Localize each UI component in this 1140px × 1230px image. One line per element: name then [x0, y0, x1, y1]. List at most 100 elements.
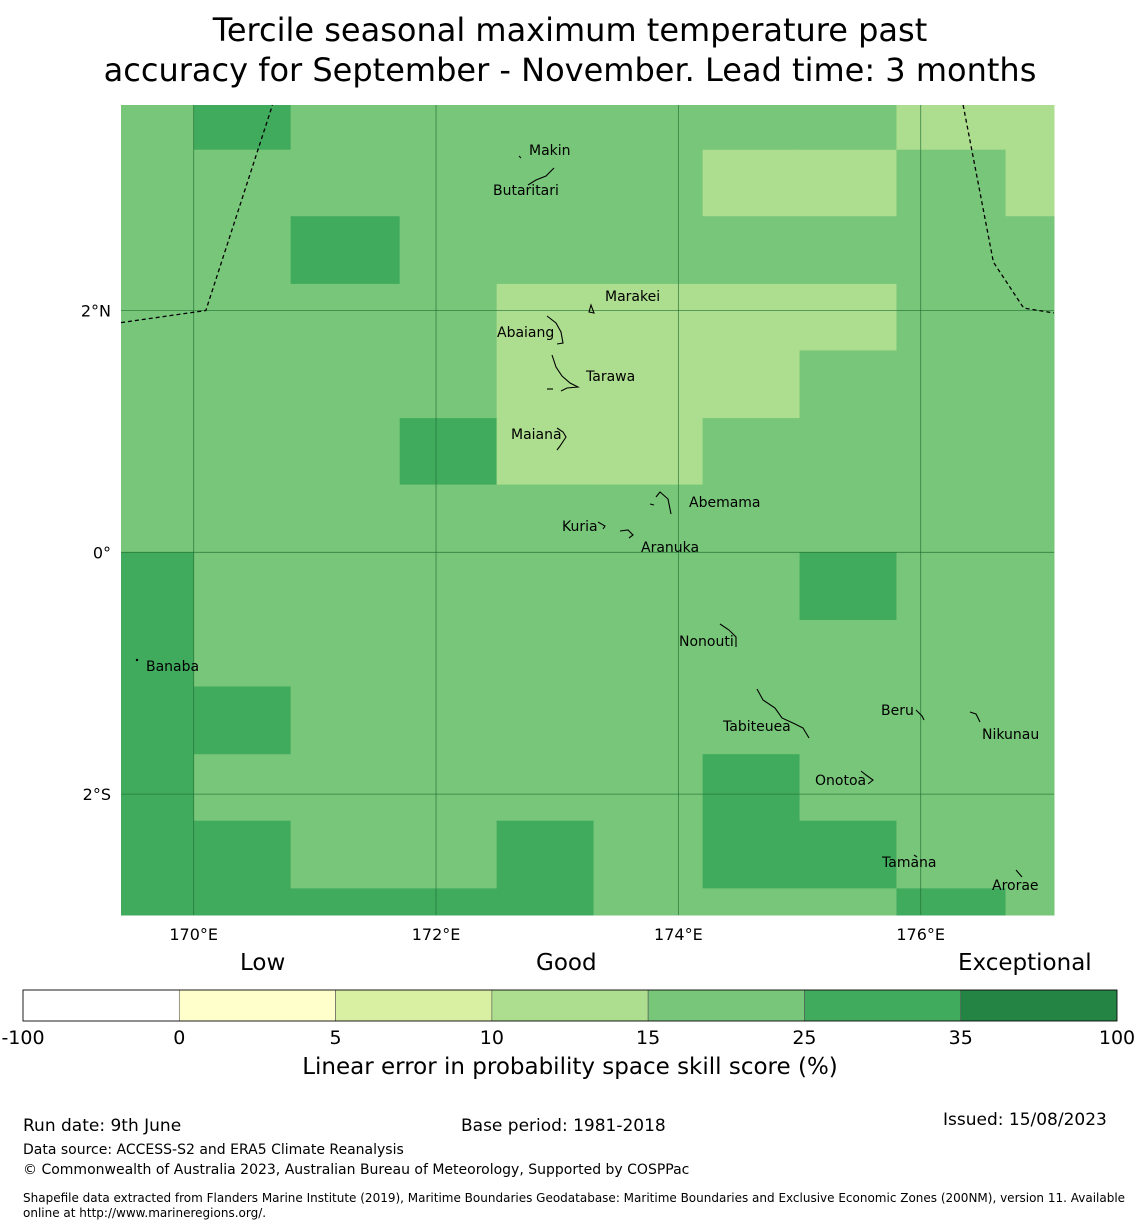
- skill-cell: [496, 418, 595, 486]
- skill-cell: [399, 820, 498, 889]
- island-outline: [551, 354, 580, 392]
- island-outline: [1015, 869, 1023, 878]
- island-label: Arorae: [992, 878, 1039, 894]
- skill-cell: [1005, 216, 1055, 285]
- skill-map: Makin Butaritari Marakei Abaiang Tarawa Maian…: [1, 104, 1135, 1049]
- skill-cell: [896, 216, 1007, 285]
- island-outline: [719, 623, 737, 647]
- skill-cell: [799, 552, 897, 621]
- data-source: Data source: ACCESS-S2 and ERA5 Climate …: [23, 1142, 404, 1158]
- skill-cell: [702, 484, 801, 553]
- x-tick-label: 170°E: [169, 925, 218, 944]
- colorbar-tick-label: 15: [636, 1027, 660, 1049]
- skill-cell: [1005, 754, 1055, 822]
- skill-cell: [290, 620, 401, 688]
- island-label: Aranuka: [641, 540, 699, 556]
- island-label: Beru: [881, 703, 914, 719]
- island-label: Banaba: [146, 659, 199, 675]
- skill-cell: [1005, 888, 1055, 916]
- skill-cell: [121, 686, 195, 755]
- skill-cell: [496, 754, 595, 822]
- skill-cell: [121, 820, 195, 889]
- skill-cell: [121, 888, 195, 916]
- colorbar-segment: [804, 989, 962, 1022]
- skill-cell: [399, 552, 498, 621]
- colorbar-tick-label: -100: [1, 1027, 44, 1049]
- skill-cell: [399, 216, 498, 285]
- skill-cell: [799, 105, 897, 151]
- skill-cell: [702, 888, 801, 916]
- skill-cell: [593, 686, 704, 755]
- skill-cell: [1005, 283, 1055, 351]
- skill-cell: [896, 350, 1007, 419]
- colorbar-tick-label: 0: [173, 1027, 185, 1049]
- skill-cell: [1005, 350, 1055, 419]
- skill-cell: [121, 216, 195, 285]
- skill-cell: [896, 620, 1007, 688]
- skill-cell: [193, 418, 292, 486]
- island-outline: [135, 658, 139, 662]
- skill-cell: [121, 105, 195, 151]
- colorbar-category-exceptional: Exceptional: [958, 950, 1092, 976]
- island-outline: [860, 770, 874, 785]
- skill-cell: [702, 686, 801, 755]
- island-label: Tabiteuea: [722, 719, 791, 735]
- eez-boundary-west: [120, 104, 274, 324]
- skill-cell: [1005, 820, 1055, 889]
- skill-cell: [193, 149, 292, 217]
- skill-cell: [593, 552, 704, 621]
- skill-cell: [702, 105, 801, 151]
- skill-cell: [896, 149, 1007, 217]
- y-tick-label: 2°N: [81, 302, 111, 321]
- skill-cell: [593, 149, 704, 217]
- skill-cell: [399, 350, 498, 419]
- island-outline: [619, 529, 634, 539]
- island-outline: [655, 491, 672, 515]
- skill-cell: [121, 754, 195, 822]
- skill-cell: [496, 620, 595, 688]
- skill-cell: [399, 283, 498, 351]
- skill-cell: [193, 105, 292, 151]
- skill-cell: [702, 283, 801, 351]
- skill-cell: [121, 350, 195, 419]
- skill-cell: [799, 820, 897, 889]
- skill-cell: [121, 149, 195, 217]
- colorbar-category-low: Low: [240, 950, 286, 976]
- colorbar-label: Linear error in probability space skill …: [302, 1054, 838, 1080]
- y-tick-label: 2°S: [83, 785, 111, 804]
- skill-cell: [399, 620, 498, 688]
- copyright: © Commonwealth of Australia 2023, Austra…: [23, 1162, 690, 1178]
- skill-cell: [702, 418, 801, 486]
- island-labels: Makin Butaritari Marakei Abaiang Tarawa Maian…: [146, 143, 1039, 894]
- issued-date: Issued: 15/08/2023: [943, 1110, 1107, 1130]
- skill-cell: [799, 283, 897, 351]
- colorbar-tick-label: 25: [792, 1027, 816, 1049]
- skill-cell: [290, 105, 401, 151]
- skill-cell: [121, 418, 195, 486]
- island-label: Makin: [529, 143, 571, 159]
- skill-cell: [290, 216, 401, 285]
- colorbar-segment: [22, 989, 180, 1022]
- island-label: Butaritari: [493, 183, 559, 199]
- skill-cell: [896, 418, 1007, 486]
- skill-cell: [496, 888, 595, 916]
- skill-cell: [799, 418, 897, 486]
- skill-cell: [702, 820, 801, 889]
- skill-cell: [799, 686, 897, 755]
- skill-cell: [799, 216, 897, 285]
- chart-title: Tercile seasonal maximum temperature pas…: [103, 11, 1037, 89]
- skill-cell: [290, 820, 401, 889]
- x-tick-label: 172°E: [412, 925, 461, 944]
- island-coastlines: [135, 155, 1023, 878]
- skill-cell: [193, 350, 292, 419]
- island-outline: [597, 521, 606, 530]
- island-label: Abemama: [689, 495, 761, 511]
- skill-cell: [290, 754, 401, 822]
- island-outline: [756, 688, 810, 739]
- skill-cell: [399, 754, 498, 822]
- colorbar-segment: [178, 989, 336, 1022]
- skill-cell: [896, 484, 1007, 553]
- eez-boundaries: [120, 104, 1055, 324]
- skill-cell: [399, 418, 498, 486]
- skill-cell: [290, 686, 401, 755]
